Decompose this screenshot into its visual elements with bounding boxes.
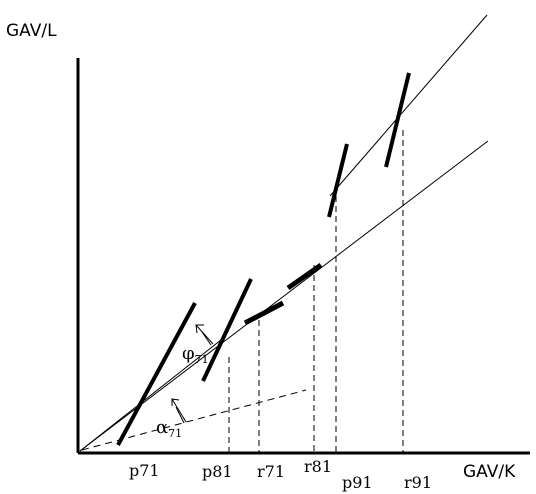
left-ray-line: [79, 335, 227, 452]
x-axis-label: GAV/K: [463, 462, 516, 482]
tick-label-r81: r81: [304, 457, 332, 476]
tick-label-r71: r71: [257, 462, 285, 481]
tangent-segment-4: [286, 262, 323, 291]
alpha-arrow-shaft: [171, 398, 187, 423]
tick-label-p91: p91: [342, 473, 373, 492]
phi-arrow-shaft: [195, 324, 214, 345]
lower-ray-line: [79, 140, 489, 452]
phi-arrow-shaft-2: [201, 331, 212, 346]
tangent-segment-1: [116, 302, 197, 446]
alpha-arrow-head: [171, 398, 180, 406]
tangent-segment-3: [243, 300, 285, 326]
alpha-reference-line: [81, 389, 307, 451]
upper-ray-line: [329, 14, 488, 197]
tick-label-p81: p81: [202, 462, 233, 481]
alpha-angle-label: α71: [156, 417, 182, 440]
tangent-segment-2: [201, 278, 253, 382]
tangent-segment-6: [384, 72, 411, 168]
y-axis-label: GAV/L: [6, 21, 57, 41]
tick-label-p71: p71: [129, 461, 160, 480]
tick-label-r91: r91: [404, 473, 432, 492]
alpha-arrow-shaft-2: [175, 406, 185, 424]
phi-angle-label: φ71: [182, 343, 209, 366]
tangent-segment-5: [327, 143, 349, 218]
phi-arrow-head: [195, 324, 204, 334]
